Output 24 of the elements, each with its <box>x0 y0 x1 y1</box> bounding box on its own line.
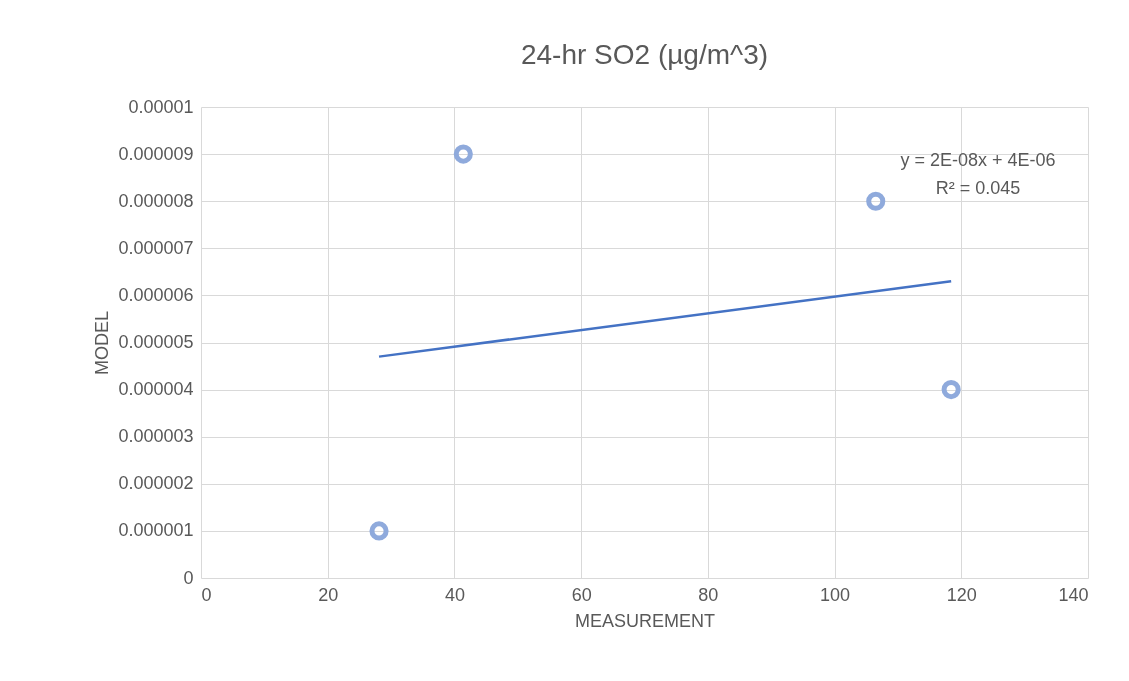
x-tick-label: 120 <box>946 584 977 605</box>
y-tick-label: 0.000007 <box>118 237 194 258</box>
x-tick-label: 0 <box>201 584 212 605</box>
y-tick-label: 0 <box>183 567 194 588</box>
y-tick-label: 0.000003 <box>118 426 194 447</box>
x-tick-label: 20 <box>318 584 339 605</box>
chart-title: 24-hr SO2 (µg/m^3) <box>520 39 769 70</box>
y-tick-label: 0.000005 <box>118 332 194 352</box>
x-tick-label: 140 <box>1058 584 1089 605</box>
x-tick-label: 60 <box>571 584 592 605</box>
y-tick-label: 0.00001 <box>128 96 194 117</box>
x-tick-label: 100 <box>820 584 851 605</box>
annotation: y = 2E-08x + 4E-06 <box>900 150 1056 170</box>
annotation: R² = 0.045 <box>935 178 1021 198</box>
y-tick-label: 0.000001 <box>118 520 194 541</box>
y-tick-label: 0.000002 <box>118 473 194 494</box>
y-tick-label: 0.000006 <box>118 284 194 305</box>
x-tick-label: 80 <box>698 584 719 605</box>
y-axis-title: MODEL <box>92 310 113 376</box>
y-tick-label: 0.000004 <box>118 379 194 400</box>
y-tick-label: 0.000008 <box>118 190 194 211</box>
x-tick-label: 40 <box>444 584 465 605</box>
y-tick-label: 0.000009 <box>118 143 194 164</box>
x-axis-title: MEASUREMENT <box>574 610 716 631</box>
